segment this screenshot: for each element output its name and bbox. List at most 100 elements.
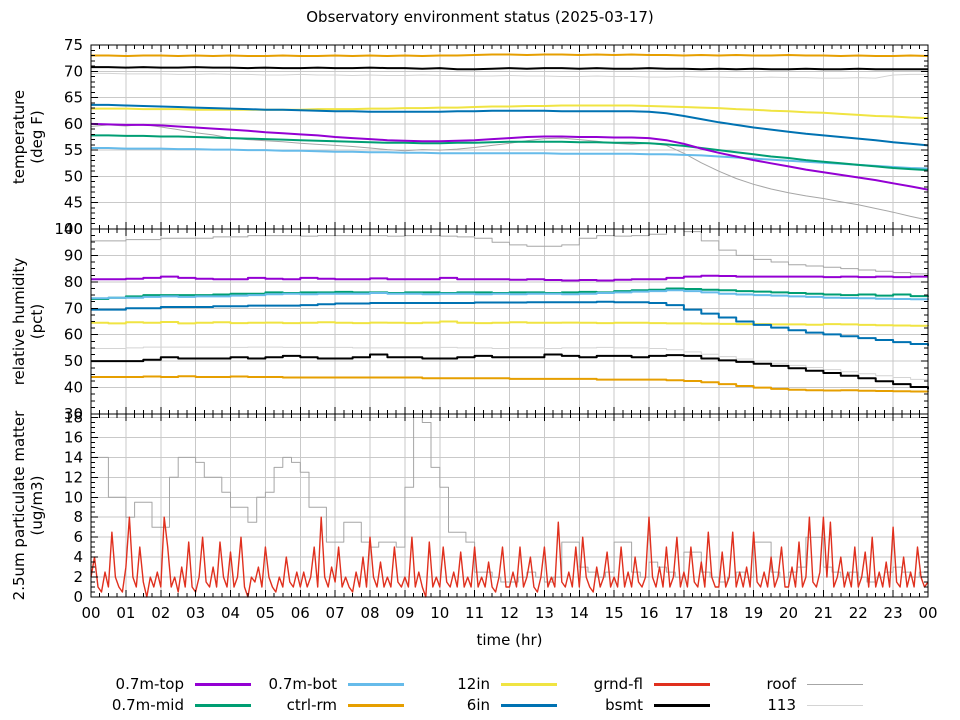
y-tick-label: 70 bbox=[64, 299, 83, 317]
x-tick-label: 22 bbox=[849, 604, 868, 622]
y-tick-label: 6 bbox=[73, 528, 83, 546]
legend-row-1: 0.7m-top 0.7m-bot 12in grnd-fl roof bbox=[98, 674, 898, 695]
legend-item-0.7m-bot: 0.7m-bot bbox=[251, 674, 404, 695]
y-tick-label: 100 bbox=[54, 220, 83, 238]
x-tick-label: 09 bbox=[395, 604, 414, 622]
x-tick-label: 14 bbox=[570, 604, 589, 622]
series-grnd-fl-line bbox=[90, 516, 929, 598]
legend-item-12in: 12in bbox=[404, 674, 557, 695]
series-ctrl-rm-line bbox=[91, 375, 929, 393]
series-113-line bbox=[91, 72, 928, 79]
legend-label-ctrl-rm: ctrl-rm bbox=[286, 696, 337, 714]
x-tick-label: 17 bbox=[674, 604, 693, 622]
x-tick-label: 20 bbox=[779, 604, 798, 622]
y-axis-label: relative humidity bbox=[10, 258, 28, 386]
legend-swatch-12in bbox=[501, 683, 557, 686]
legend-label-bsmt: bsmt bbox=[605, 696, 643, 714]
y-tick-label: 12 bbox=[64, 468, 83, 486]
y-tick-labels: 75 70 65 60 55 50 45 40 bbox=[64, 36, 83, 238]
y-tick-label: 40 bbox=[64, 379, 83, 397]
y-tick-label: 4 bbox=[73, 548, 83, 566]
x-tick-label: 04 bbox=[221, 604, 240, 622]
legend-label-0.7m-top: 0.7m-top bbox=[115, 675, 184, 693]
panel-pm25: 18 16 14 12 10 8 6 4 2 0 2.5um particulate matter(… bbox=[10, 408, 929, 606]
y-tick-label: 60 bbox=[64, 115, 83, 133]
legend-swatch-6in bbox=[501, 704, 557, 707]
y-axis-label-units: (ug/m3) bbox=[28, 476, 46, 536]
series-0.7m-mid-line bbox=[91, 134, 929, 172]
x-tick-label: 23 bbox=[884, 604, 903, 622]
x-tick-label: 08 bbox=[360, 604, 379, 622]
series-group bbox=[90, 53, 929, 221]
series-bsmt-line bbox=[91, 66, 928, 71]
legend-item-0.7m-top: 0.7m-top bbox=[98, 674, 251, 695]
legend-label-0.7m-bot: 0.7m-bot bbox=[268, 675, 337, 693]
x-tick-label: 21 bbox=[814, 604, 833, 622]
legend-swatch-0.7m-top bbox=[195, 683, 251, 686]
x-tick-label: 00 bbox=[81, 604, 100, 622]
legend-item-ctrl-rm: ctrl-rm bbox=[251, 695, 404, 716]
y-tick-label: 30 bbox=[64, 405, 83, 423]
series-roof-line bbox=[91, 417, 929, 583]
legend-item-113: 113 bbox=[710, 695, 863, 716]
legend-label-6in: 6in bbox=[466, 696, 490, 714]
series-6in-line bbox=[91, 103, 929, 147]
legend-swatch-0.7m-bot bbox=[348, 683, 404, 686]
y-tick-label: 70 bbox=[64, 62, 83, 80]
y-tick-label: 50 bbox=[64, 352, 83, 370]
x-tick-label: 02 bbox=[151, 604, 170, 622]
y-tick-label: 14 bbox=[64, 448, 83, 466]
y-tick-label: 45 bbox=[64, 194, 83, 212]
series-0.7m-top-line bbox=[90, 122, 929, 191]
x-tick-labels: 00 01 02 03 04 05 06 07 08 09 10 11 12 13 14 15 16 17 18 19… bbox=[81, 604, 937, 622]
x-tick-label: 16 bbox=[639, 604, 658, 622]
y-tick-label: 2 bbox=[73, 568, 83, 586]
y-tick-label: 55 bbox=[64, 141, 83, 159]
x-tick-label: 07 bbox=[326, 604, 345, 622]
series-ctrl-rm-line bbox=[91, 53, 929, 57]
legend-swatch-ctrl-rm bbox=[348, 704, 404, 707]
chart-title: Observatory environment status (2025-03-… bbox=[306, 8, 654, 26]
x-tick-label: 00 bbox=[918, 604, 937, 622]
x-tick-label: 03 bbox=[186, 604, 205, 622]
series-113-line bbox=[91, 346, 929, 381]
tick-marks bbox=[90, 228, 929, 415]
x-tick-label: 13 bbox=[535, 604, 554, 622]
x-tick-label: 10 bbox=[430, 604, 449, 622]
tick-marks bbox=[90, 414, 929, 598]
x-tick-label: 05 bbox=[256, 604, 275, 622]
series-12in-line bbox=[91, 320, 929, 327]
legend-swatch-bsmt bbox=[654, 704, 710, 707]
y-tick-label: 75 bbox=[64, 36, 83, 54]
series-0.7m-bot-line bbox=[91, 289, 929, 301]
legend-swatch-113 bbox=[807, 704, 863, 707]
legend-row-2: 0.7m-mid ctrl-rm 6in bsmt 113 bbox=[98, 695, 898, 716]
y-tick-label: 8 bbox=[73, 508, 83, 526]
x-tick-label: 01 bbox=[116, 604, 135, 622]
plot-border bbox=[90, 413, 929, 598]
legend-item-bsmt: bsmt bbox=[557, 695, 710, 716]
y-tick-label: 18 bbox=[64, 408, 83, 426]
legend: 0.7m-top 0.7m-bot 12in grnd-fl roof 0.7m-mid c… bbox=[98, 674, 898, 716]
legend-label-0.7m-mid: 0.7m-mid bbox=[111, 696, 184, 714]
series-12in-line bbox=[91, 104, 929, 120]
y-tick-labels: 18 16 14 12 10 8 6 4 2 0 bbox=[64, 408, 83, 606]
y-tick-label: 40 bbox=[64, 220, 83, 238]
legend-label-12in: 12in bbox=[457, 675, 490, 693]
legend-swatch-roof bbox=[807, 683, 863, 686]
legend-label-grnd-fl: grnd-fl bbox=[593, 675, 643, 693]
legend-item-0.7m-mid: 0.7m-mid bbox=[98, 695, 251, 716]
y-tick-label: 50 bbox=[64, 167, 83, 185]
y-tick-label: 16 bbox=[64, 428, 83, 446]
y-tick-label: 60 bbox=[64, 326, 83, 344]
x-tick-label: 12 bbox=[500, 604, 519, 622]
y-axis-label: 2.5um particulate matter bbox=[10, 410, 28, 600]
y-axis-label-units: (deg F) bbox=[28, 110, 46, 163]
x-tick-label: 15 bbox=[605, 604, 624, 622]
series-group bbox=[91, 228, 929, 393]
series-0.7m-bot-line bbox=[91, 147, 929, 170]
y-tick-label: 0 bbox=[73, 588, 83, 606]
gridlines bbox=[91, 414, 928, 597]
